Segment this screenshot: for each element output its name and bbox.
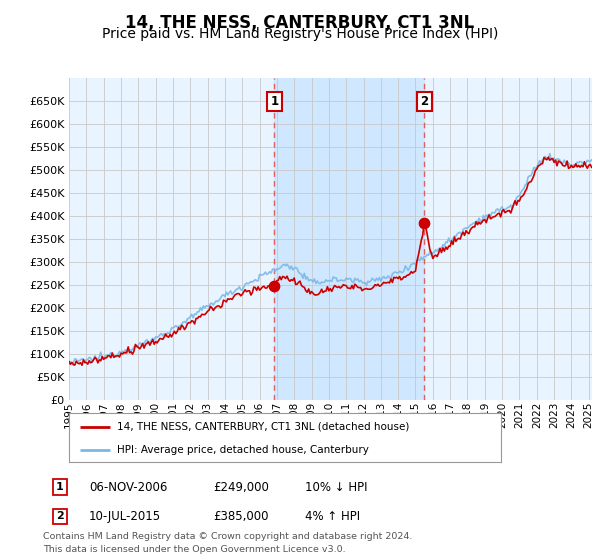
Bar: [274, 78, 424, 400]
Text: 14, THE NESS, CANTERBURY, CT1 3NL: 14, THE NESS, CANTERBURY, CT1 3NL: [125, 14, 475, 32]
Text: £385,000: £385,000: [213, 510, 269, 523]
Text: Price paid vs. HM Land Registry's House Price Index (HPI): Price paid vs. HM Land Registry's House …: [102, 27, 498, 41]
Text: HPI: Average price, detached house, Canterbury: HPI: Average price, detached house, Cant…: [116, 445, 368, 455]
Text: Contains HM Land Registry data © Crown copyright and database right 2024.: Contains HM Land Registry data © Crown c…: [43, 532, 413, 541]
Point: [419, 219, 429, 228]
Text: 10-JUL-2015: 10-JUL-2015: [89, 510, 161, 523]
Text: £249,000: £249,000: [213, 480, 269, 494]
Text: 14, THE NESS, CANTERBURY, CT1 3NL (detached house): 14, THE NESS, CANTERBURY, CT1 3NL (detac…: [116, 422, 409, 432]
Text: 4% ↑ HPI: 4% ↑ HPI: [305, 510, 360, 523]
Text: This data is licensed under the Open Government Licence v3.0.: This data is licensed under the Open Gov…: [43, 545, 346, 554]
Point: [269, 281, 279, 290]
Text: 06-NOV-2006: 06-NOV-2006: [89, 480, 167, 494]
Text: 10% ↓ HPI: 10% ↓ HPI: [305, 480, 367, 494]
Text: 1: 1: [56, 482, 64, 492]
Text: 2: 2: [421, 95, 428, 108]
Text: 2: 2: [56, 511, 64, 521]
Text: 1: 1: [270, 95, 278, 108]
